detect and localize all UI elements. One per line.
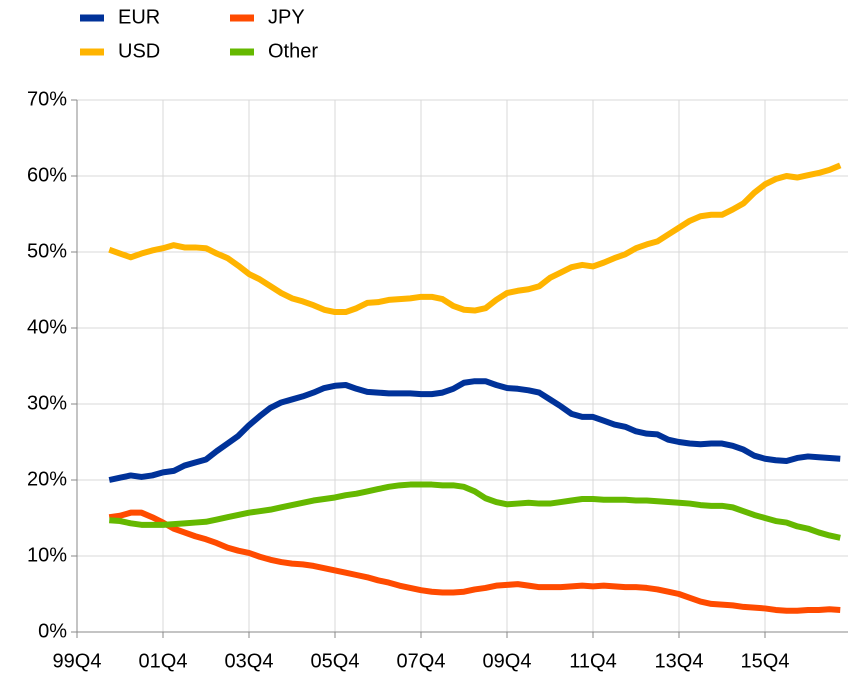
x-tick-label: 09Q4	[483, 650, 532, 672]
x-tick-label: 99Q4	[53, 650, 102, 672]
series-line	[109, 481, 841, 541]
x-tick-label: 05Q4	[311, 650, 360, 672]
legend-label: EUR	[118, 6, 160, 28]
x-tick-label: 15Q4	[741, 650, 790, 672]
y-tick-label: 0%	[38, 620, 67, 642]
series-line	[108, 378, 841, 483]
y-tick-label: 30%	[27, 392, 67, 414]
y-tick-label: 70%	[27, 88, 67, 110]
y-tick-label: 60%	[27, 164, 67, 186]
legend-label: Other	[268, 40, 318, 62]
x-tick-label: 13Q4	[655, 650, 704, 672]
y-tick-label: 40%	[27, 316, 67, 338]
y-tick-label: 10%	[27, 544, 67, 566]
x-tick-label: 03Q4	[225, 650, 274, 672]
legend-label: USD	[118, 40, 160, 62]
series-line	[108, 162, 842, 316]
x-tick-label: 07Q4	[397, 650, 446, 672]
legend-label: JPY	[268, 6, 305, 28]
y-tick-label: 50%	[27, 240, 67, 262]
x-tick-label: 11Q4	[569, 650, 616, 672]
series-line	[108, 509, 841, 614]
x-tick-label: 01Q4	[139, 650, 188, 672]
y-tick-label: 20%	[27, 468, 67, 490]
